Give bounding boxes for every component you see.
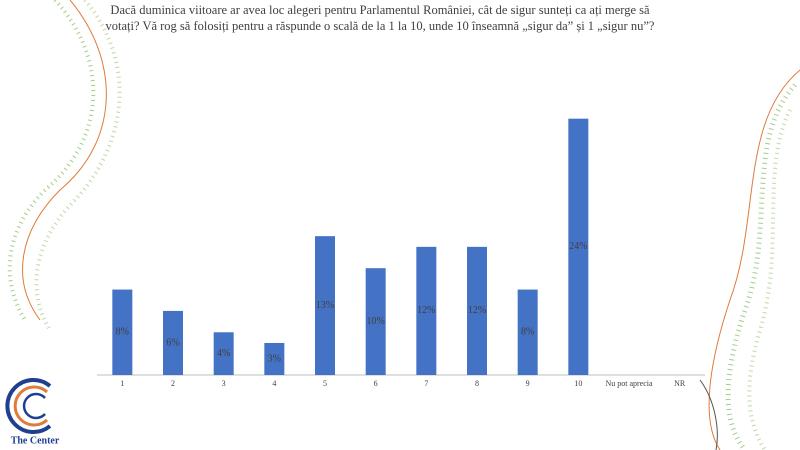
x-tick-label: 7 [424, 379, 428, 388]
bar [467, 246, 487, 375]
data-label: 8% [521, 327, 534, 338]
data-label: 8% [116, 327, 129, 338]
x-tick-label: 3 [222, 379, 226, 388]
logo [5, 378, 52, 434]
x-tick-label: 5 [323, 379, 327, 388]
bar [112, 289, 133, 375]
bar [315, 236, 335, 375]
chart-title: Dacă duminica viitoare ar avea loc alege… [105, 3, 655, 33]
x-tick-label: NR [674, 379, 686, 388]
bar [163, 310, 183, 375]
data-label: 10% [366, 316, 384, 327]
x-tick-label: 6 [374, 379, 378, 388]
x-tick-label: Nu pot aprecia [605, 379, 653, 388]
bar [568, 118, 589, 376]
data-label: 12% [468, 305, 486, 316]
data-label: 3% [268, 353, 281, 364]
data-label: 24% [569, 241, 587, 252]
decoration [7, 0, 800, 450]
x-tick-label: 2 [171, 379, 175, 388]
data-label: 4% [217, 348, 230, 359]
bar [213, 332, 234, 375]
bar [264, 342, 285, 375]
data-label: 6% [166, 337, 179, 348]
bar [517, 289, 538, 375]
logo-text: The Center [11, 435, 60, 446]
data-label: 13% [316, 300, 334, 311]
x-tick-label: 4 [272, 379, 276, 388]
data-label: 12% [417, 305, 435, 316]
x-tick-label: 1 [120, 379, 124, 388]
bar [365, 268, 386, 375]
x-tick-label: 8 [475, 379, 479, 388]
x-tick-label: 9 [526, 379, 530, 388]
bar [416, 246, 437, 375]
x-tick-label: 10 [574, 379, 582, 388]
